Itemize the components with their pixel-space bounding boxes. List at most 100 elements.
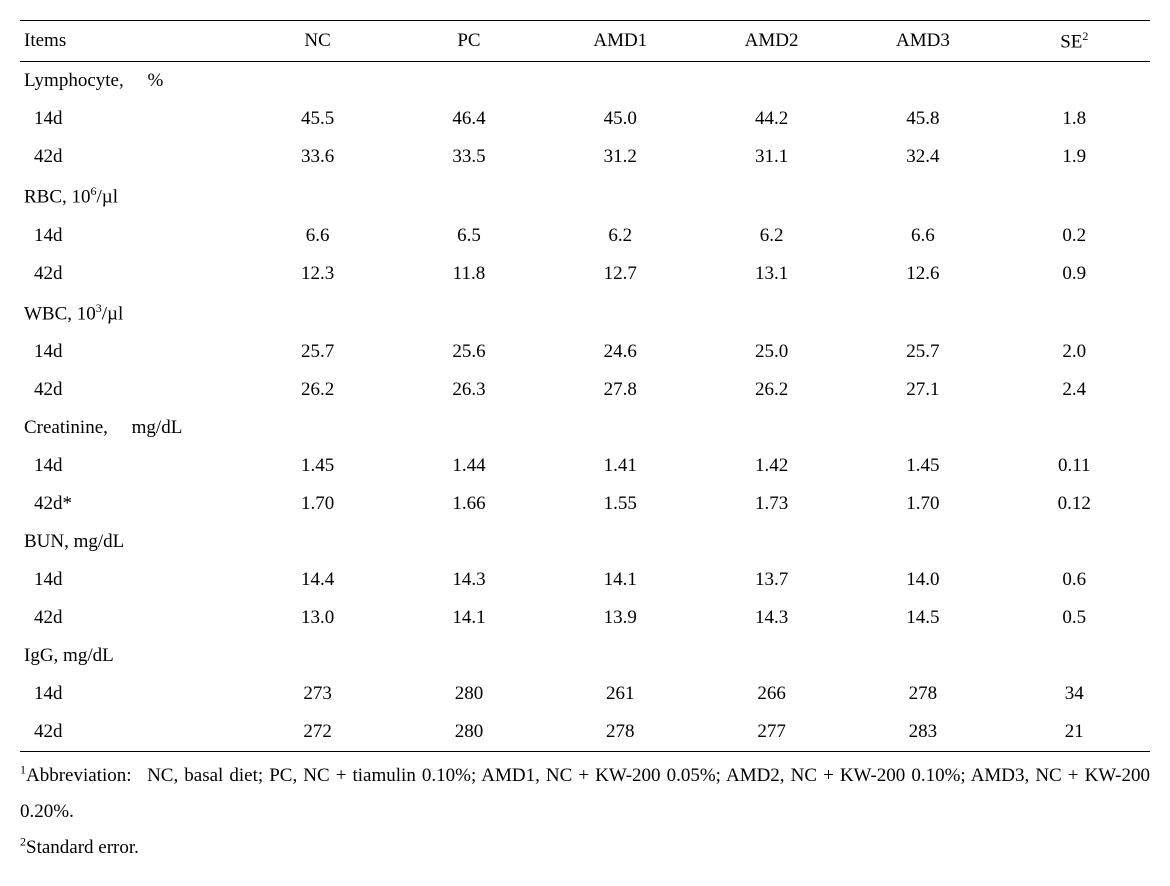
- data-cell: 27.8: [545, 371, 696, 409]
- section-header-row: Creatinine, mg/dL: [20, 409, 1150, 447]
- data-cell: 1.70: [847, 485, 998, 523]
- data-cell: 1.73: [696, 485, 847, 523]
- data-cell: 45.5: [242, 100, 393, 138]
- footnote-2: 2Standard error.: [20, 830, 1150, 866]
- table-row: 14d14.414.314.113.714.00.6: [20, 561, 1150, 599]
- data-cell: 1.41: [545, 447, 696, 485]
- data-cell: 14.3: [393, 561, 544, 599]
- data-cell: 14.1: [393, 599, 544, 637]
- data-cell: 283: [847, 713, 998, 752]
- col-header-se: SE2: [999, 21, 1150, 62]
- table-row: 42d26.226.327.826.227.12.4: [20, 371, 1150, 409]
- data-cell: 46.4: [393, 100, 544, 138]
- table-row: 42d27228027827728321: [20, 713, 1150, 752]
- data-cell: 278: [847, 675, 998, 713]
- row-label: 42d: [20, 599, 242, 637]
- section-header-row: BUN, mg/dL: [20, 523, 1150, 561]
- data-cell: 2.4: [999, 371, 1150, 409]
- col-header-amd3: AMD3: [847, 21, 998, 62]
- data-cell: 6.6: [242, 217, 393, 255]
- data-cell: 0.6: [999, 561, 1150, 599]
- table-body: Lymphocyte, %14d45.546.445.044.245.81.84…: [20, 62, 1150, 752]
- data-cell: 0.5: [999, 599, 1150, 637]
- footnotes: 1Abbreviation: NC, basal diet; PC, NC + …: [20, 758, 1150, 866]
- section-header-label: RBC, 106/µl: [20, 176, 1150, 216]
- row-label: 42d: [20, 255, 242, 293]
- row-label: 42d: [20, 138, 242, 176]
- table-row: 14d6.66.56.26.26.60.2: [20, 217, 1150, 255]
- data-cell: 1.8: [999, 100, 1150, 138]
- row-label: 42d*: [20, 485, 242, 523]
- table-row: 14d27328026126627834: [20, 675, 1150, 713]
- data-cell: 0.9: [999, 255, 1150, 293]
- section-header-label: Lymphocyte, %: [20, 62, 1150, 101]
- row-label: 14d: [20, 333, 242, 371]
- data-cell: 31.1: [696, 138, 847, 176]
- data-cell: 14.1: [545, 561, 696, 599]
- table-row: 42d33.633.531.231.132.41.9: [20, 138, 1150, 176]
- row-label: 14d: [20, 217, 242, 255]
- table-row: 14d25.725.624.625.025.72.0: [20, 333, 1150, 371]
- data-cell: 280: [393, 675, 544, 713]
- data-cell: 2.0: [999, 333, 1150, 371]
- data-cell: 261: [545, 675, 696, 713]
- data-cell: 21: [999, 713, 1150, 752]
- col-header-pc: PC: [393, 21, 544, 62]
- data-cell: 277: [696, 713, 847, 752]
- section-header-label: WBC, 103/µl: [20, 293, 1150, 333]
- section-header-label: Creatinine, mg/dL: [20, 409, 1150, 447]
- data-cell: 266: [696, 675, 847, 713]
- data-cell: 14.0: [847, 561, 998, 599]
- data-cell: 32.4: [847, 138, 998, 176]
- data-cell: 11.8: [393, 255, 544, 293]
- section-header-row: Lymphocyte, %: [20, 62, 1150, 101]
- data-cell: 12.6: [847, 255, 998, 293]
- col-header-amd1: AMD1: [545, 21, 696, 62]
- data-cell: 0.11: [999, 447, 1150, 485]
- row-label: 14d: [20, 447, 242, 485]
- section-header-label: IgG, mg/dL: [20, 637, 1150, 675]
- data-cell: 25.0: [696, 333, 847, 371]
- row-label: 14d: [20, 675, 242, 713]
- data-cell: 25.7: [242, 333, 393, 371]
- table-row: 42d*1.701.661.551.731.700.12: [20, 485, 1150, 523]
- data-table: Items NC PC AMD1 AMD2 AMD3 SE2 Lymphocyt…: [20, 20, 1150, 752]
- data-cell: 0.2: [999, 217, 1150, 255]
- data-cell: 1.55: [545, 485, 696, 523]
- data-cell: 26.2: [242, 371, 393, 409]
- data-cell: 34: [999, 675, 1150, 713]
- data-cell: 1.66: [393, 485, 544, 523]
- data-cell: 25.6: [393, 333, 544, 371]
- data-cell: 24.6: [545, 333, 696, 371]
- section-header-row: IgG, mg/dL: [20, 637, 1150, 675]
- section-header-label: BUN, mg/dL: [20, 523, 1150, 561]
- data-cell: 44.2: [696, 100, 847, 138]
- data-cell: 45.8: [847, 100, 998, 138]
- data-cell: 6.2: [545, 217, 696, 255]
- data-cell: 14.4: [242, 561, 393, 599]
- data-cell: 1.45: [242, 447, 393, 485]
- data-cell: 273: [242, 675, 393, 713]
- data-cell: 1.9: [999, 138, 1150, 176]
- row-label: 42d: [20, 713, 242, 752]
- col-header-items: Items: [20, 21, 242, 62]
- data-cell: 26.3: [393, 371, 544, 409]
- data-cell: 14.3: [696, 599, 847, 637]
- data-cell: 26.2: [696, 371, 847, 409]
- row-label: 14d: [20, 100, 242, 138]
- row-label: 14d: [20, 561, 242, 599]
- data-cell: 1.45: [847, 447, 998, 485]
- section-header-row: WBC, 103/µl: [20, 293, 1150, 333]
- data-cell: 1.70: [242, 485, 393, 523]
- data-cell: 6.2: [696, 217, 847, 255]
- data-cell: 33.6: [242, 138, 393, 176]
- data-cell: 272: [242, 713, 393, 752]
- data-cell: 33.5: [393, 138, 544, 176]
- data-cell: 6.5: [393, 217, 544, 255]
- data-cell: 25.7: [847, 333, 998, 371]
- row-label: 42d: [20, 371, 242, 409]
- col-header-amd2: AMD2: [696, 21, 847, 62]
- section-header-row: RBC, 106/µl: [20, 176, 1150, 216]
- data-cell: 45.0: [545, 100, 696, 138]
- table-row: 42d13.014.113.914.314.50.5: [20, 599, 1150, 637]
